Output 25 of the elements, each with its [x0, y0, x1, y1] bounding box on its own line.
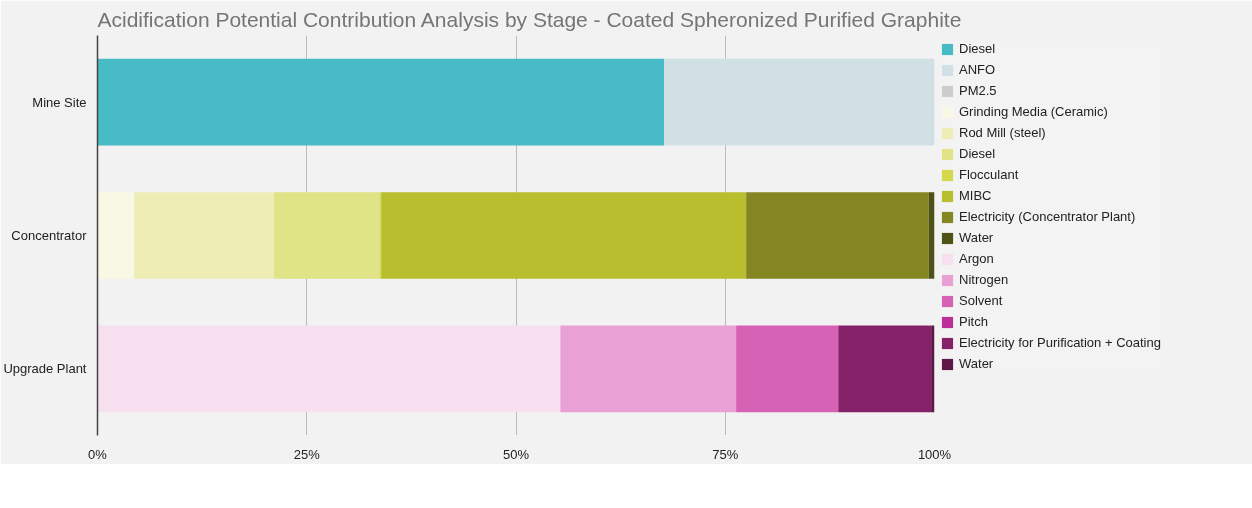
legend-label: Water: [959, 356, 994, 371]
legend-label: Solvent: [959, 293, 1003, 308]
y-tick-label: Concentrator: [11, 228, 88, 243]
x-tick-label: 50%: [502, 446, 530, 462]
legend-label: PM2.5: [959, 83, 997, 98]
legend-label: Grinding Media (Ceramic): [959, 104, 1108, 119]
legend-label: Diesel: [959, 146, 996, 161]
legend-label: Flocculant: [959, 167, 1019, 182]
legend-label: Argon: [959, 251, 994, 266]
x-tick-label: 25%: [293, 446, 321, 462]
y-tick-label: Upgrade Plant: [3, 361, 87, 377]
legend-label: MIBC: [959, 188, 992, 203]
chart-title: Acidification Potential Contribution Analysis by Stage - Coated Spheronized Purified Graphite: [97, 7, 962, 31]
legend-label: Water: [959, 230, 994, 245]
legend-label: ANFO: [959, 62, 996, 77]
y-tick-label: Mine Site: [32, 94, 87, 110]
legend-label: Pitch: [959, 314, 988, 329]
legend-label: Diesel: [959, 41, 996, 56]
legend-label: Rod Mill (steel): [959, 125, 1046, 140]
legend-label: Nitrogen: [959, 272, 1009, 287]
legend-label: Electricity (Concentrator Plant): [959, 209, 1136, 224]
x-tick-label: 0%: [88, 446, 108, 462]
x-tick-label: 100%: [917, 446, 952, 462]
x-tick-label: 75%: [712, 446, 739, 462]
legend-label: Electricity for Purification + Coating: [959, 335, 1161, 350]
